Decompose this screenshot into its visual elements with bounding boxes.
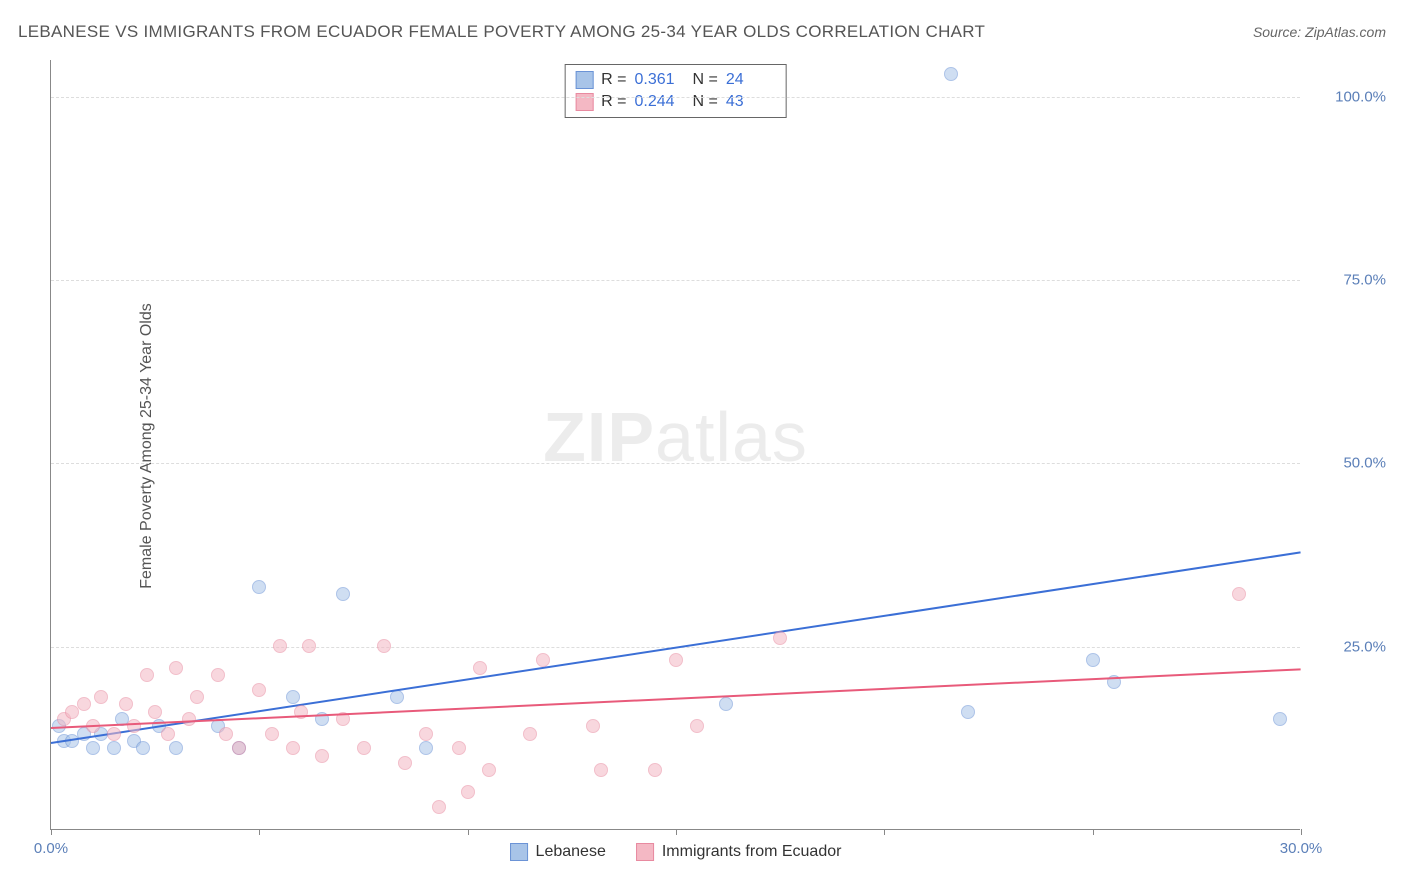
data-point — [719, 697, 733, 711]
gridline — [51, 280, 1300, 281]
data-point — [648, 763, 662, 777]
data-point — [390, 690, 404, 704]
y-tick-label: 75.0% — [1316, 272, 1386, 289]
data-point — [77, 697, 91, 711]
data-point — [419, 741, 433, 755]
data-point — [286, 690, 300, 704]
data-point — [398, 756, 412, 770]
data-point — [211, 668, 225, 682]
source-attribution: Source: ZipAtlas.com — [1253, 24, 1386, 40]
stats-row: R =0.244N =43 — [575, 91, 776, 113]
data-point — [252, 683, 266, 697]
data-point — [357, 741, 371, 755]
data-point — [690, 719, 704, 733]
data-point — [586, 719, 600, 733]
legend-item: Immigrants from Ecuador — [636, 843, 842, 861]
data-point — [265, 727, 279, 741]
trend-line — [51, 669, 1301, 730]
chart-title: LEBANESE VS IMMIGRANTS FROM ECUADOR FEMA… — [18, 22, 985, 42]
x-tick — [1093, 829, 1094, 835]
x-tick — [259, 829, 260, 835]
data-point — [1086, 653, 1100, 667]
data-point — [161, 727, 175, 741]
data-point — [169, 741, 183, 755]
data-point — [219, 727, 233, 741]
data-point — [944, 67, 958, 81]
x-tick — [676, 829, 677, 835]
data-point — [252, 580, 266, 594]
data-point — [377, 639, 391, 653]
data-point — [315, 749, 329, 763]
gridline — [51, 97, 1300, 98]
legend-swatch — [636, 843, 654, 861]
watermark: ZIPatlas — [543, 397, 808, 477]
data-point — [86, 741, 100, 755]
x-tick-label: 30.0% — [1280, 840, 1323, 857]
legend-label: Immigrants from Ecuador — [662, 843, 842, 861]
data-point — [273, 639, 287, 653]
x-tick — [51, 829, 52, 835]
trend-line — [51, 551, 1301, 744]
data-point — [190, 690, 204, 704]
legend-swatch — [510, 843, 528, 861]
data-point — [452, 741, 466, 755]
stats-legend-box: R = 0.361 N = 24 R =0.244N =43 — [564, 64, 787, 118]
data-point — [536, 653, 550, 667]
data-point — [473, 661, 487, 675]
n-label: N = — [693, 71, 718, 89]
x-tick — [884, 829, 885, 835]
source-label: Source: — [1253, 24, 1301, 40]
plot-area: ZIPatlas R =0.361N =24R =0.244N =43 Leba… — [50, 60, 1300, 830]
n-value: 24 — [726, 71, 776, 89]
data-point — [107, 727, 121, 741]
data-point — [1273, 712, 1287, 726]
legend-swatch — [575, 71, 593, 89]
stats-row: R = 0.361 N = 24 — [575, 69, 776, 91]
data-point — [594, 763, 608, 777]
data-point — [169, 661, 183, 675]
r-label: R = — [601, 71, 626, 89]
data-point — [302, 639, 316, 653]
y-tick-label: 100.0% — [1316, 88, 1386, 105]
y-tick-label: 25.0% — [1316, 638, 1386, 655]
data-point — [419, 727, 433, 741]
r-value: 0.361 — [635, 71, 685, 89]
bottom-legend: Lebanese Immigrants from Ecuador — [510, 843, 842, 861]
data-point — [669, 653, 683, 667]
data-point — [136, 741, 150, 755]
data-point — [1232, 587, 1246, 601]
data-point — [461, 785, 475, 799]
data-point — [336, 587, 350, 601]
legend-label: Lebanese — [536, 843, 606, 861]
data-point — [773, 631, 787, 645]
data-point — [482, 763, 496, 777]
data-point — [286, 741, 300, 755]
data-point — [107, 741, 121, 755]
data-point — [119, 697, 133, 711]
data-point — [148, 705, 162, 719]
data-point — [961, 705, 975, 719]
legend-item: Lebanese — [510, 843, 606, 861]
data-point — [232, 741, 246, 755]
data-point — [65, 705, 79, 719]
x-tick-label: 0.0% — [34, 840, 68, 857]
data-point — [182, 712, 196, 726]
source-value: ZipAtlas.com — [1305, 24, 1386, 40]
data-point — [523, 727, 537, 741]
gridline — [51, 463, 1300, 464]
data-point — [140, 668, 154, 682]
x-tick — [468, 829, 469, 835]
data-point — [127, 719, 141, 733]
y-tick-label: 50.0% — [1316, 455, 1386, 472]
x-tick — [1301, 829, 1302, 835]
data-point — [94, 690, 108, 704]
data-point — [432, 800, 446, 814]
